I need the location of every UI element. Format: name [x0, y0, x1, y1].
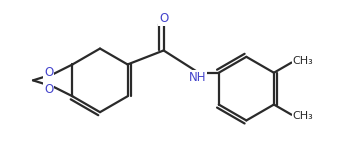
Text: CH₃: CH₃ [293, 56, 313, 66]
Text: O: O [44, 83, 53, 96]
Text: O: O [159, 12, 168, 25]
Text: CH₃: CH₃ [293, 111, 313, 121]
Text: NH: NH [189, 71, 206, 84]
Text: O: O [44, 66, 53, 79]
